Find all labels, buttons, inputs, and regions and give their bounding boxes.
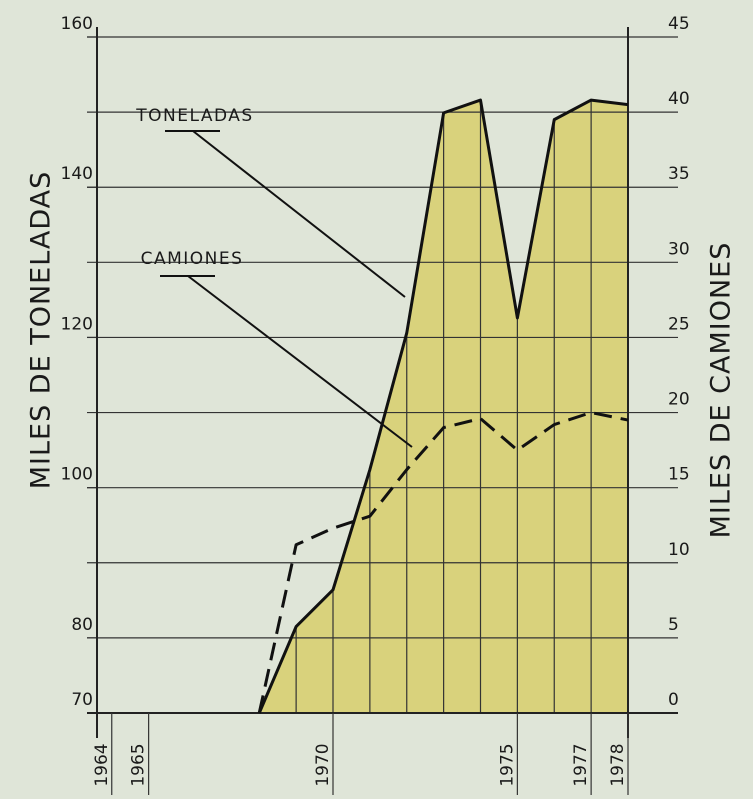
y-axis-label: MILES DE TONELADAS [26, 171, 57, 490]
y2-tick-label: 25 [668, 314, 690, 334]
y2-tick-label: 15 [668, 465, 690, 485]
y2-tick-label: 45 [668, 14, 690, 34]
x-tick-label: 1970 [313, 743, 333, 786]
y2-tick-label: 30 [668, 239, 690, 259]
y2-tick-label: 10 [668, 540, 690, 560]
x-tick-label: 1978 [608, 743, 628, 786]
y-tick-label: 80 [71, 615, 93, 635]
y2-tick-label: 20 [668, 390, 690, 410]
series-label: TONELADAS [135, 106, 253, 126]
y2-tick-label: 40 [668, 89, 690, 109]
leader-line [160, 275, 413, 448]
x-tick-label: 1965 [129, 743, 149, 786]
line [257, 98, 629, 714]
y2-tick-label: 35 [668, 164, 690, 184]
leader-line [165, 130, 406, 298]
x-tick-label: 1964 [92, 743, 112, 786]
y-tick-label: 160 [61, 14, 93, 34]
x-tick-label: 1977 [571, 743, 591, 786]
line [257, 411, 629, 714]
y-tick-label: 70 [71, 690, 93, 710]
y2-axis-label: MILES DE CAMIONES [706, 242, 737, 539]
y-tick-label: 120 [61, 314, 93, 334]
series-label: CAMIONES [141, 249, 244, 269]
y-tick-label: 140 [61, 164, 93, 184]
y2-tick-label: 5 [668, 615, 679, 635]
y2-tick-label: 0 [668, 690, 679, 710]
y-tick-label: 100 [61, 465, 93, 485]
x-tick-label: 1975 [497, 743, 517, 786]
